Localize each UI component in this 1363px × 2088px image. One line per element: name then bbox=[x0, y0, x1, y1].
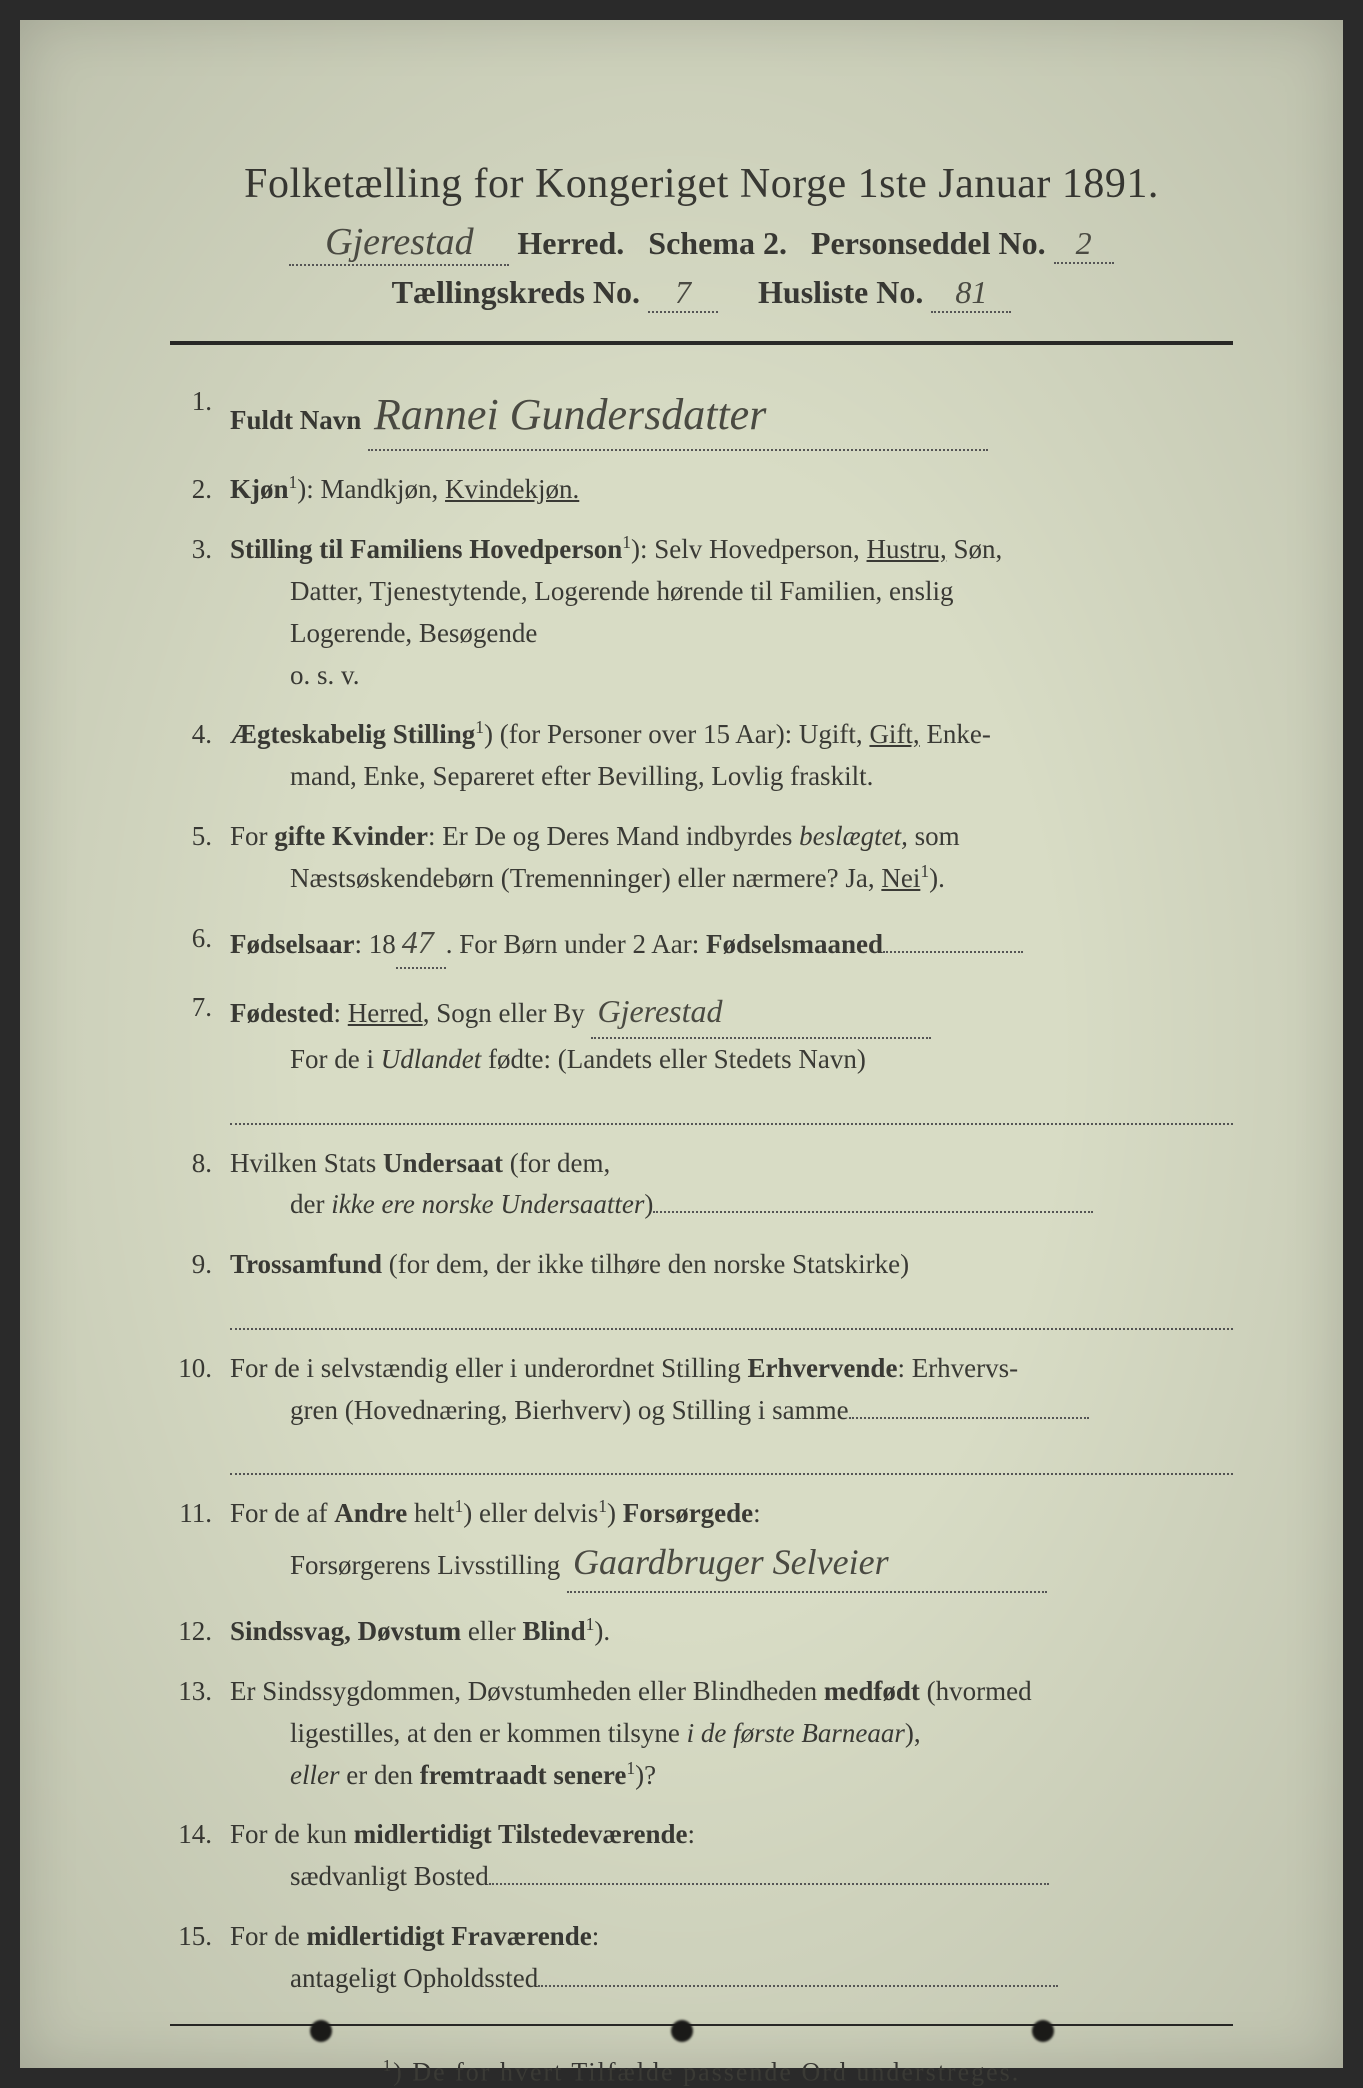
label-fodested: Fødested bbox=[230, 998, 334, 1028]
item-5: 5. For gifte Kvinder: Er De og Deres Man… bbox=[170, 816, 1233, 900]
header-title: Folketælling for Kongeriget Norge 1ste J… bbox=[170, 160, 1233, 208]
label-aegteskab: Ægteskabelig Stilling bbox=[230, 719, 475, 749]
item-num: 6. bbox=[170, 918, 230, 970]
item-1: 1. Fuldt Navn Rannei Gundersdatter bbox=[170, 381, 1233, 451]
label-kjon: Kjøn bbox=[230, 474, 289, 504]
item-num: 10. bbox=[170, 1348, 230, 1475]
taellingskreds-no: 7 bbox=[648, 274, 718, 313]
label-trossamfund: Trossamfund bbox=[230, 1249, 382, 1279]
ink-dot bbox=[1032, 2020, 1054, 2042]
item-11: 11. For de af Andre helt1) eller delvis1… bbox=[170, 1493, 1233, 1593]
item-3: 3. Stilling til Familiens Hovedperson1):… bbox=[170, 529, 1233, 696]
taellingskreds-label: Tællingskreds No. bbox=[392, 274, 640, 310]
item-10: 10. For de i selvstændig eller i underor… bbox=[170, 1348, 1233, 1475]
item-4: 4. Ægteskabelig Stilling1) (for Personer… bbox=[170, 714, 1233, 798]
dotted-line bbox=[230, 1438, 1233, 1476]
item-num: 15. bbox=[170, 1916, 230, 2000]
label-fuldt-navn: Fuldt Navn bbox=[230, 405, 361, 435]
herred-handwritten: Gjerestad bbox=[289, 220, 509, 266]
item-num: 2. bbox=[170, 469, 230, 511]
item-num: 12. bbox=[170, 1611, 230, 1653]
item-num: 5. bbox=[170, 816, 230, 900]
label-fodselsaar: Fødselsaar bbox=[230, 929, 355, 959]
census-form-page: Folketælling for Kongeriget Norge 1ste J… bbox=[20, 20, 1343, 2068]
item-14: 14. For de kun midlertidigt Tilstedevære… bbox=[170, 1814, 1233, 1898]
footnote: 1) De for hvert Tilfælde passende Ord un… bbox=[170, 2056, 1233, 2088]
herred-label: Herred. bbox=[517, 225, 624, 261]
header-line-3: Tællingskreds No. 7 Husliste No. 81 bbox=[170, 274, 1233, 313]
item-15: 15. For de midlertidigt Fraværende: anta… bbox=[170, 1916, 1233, 2000]
item-num: 3. bbox=[170, 529, 230, 696]
item-12: 12. Sindssvag, Døvstum eller Blind1). bbox=[170, 1611, 1233, 1653]
personseddel-label: Personseddel No. bbox=[811, 225, 1046, 261]
value-name: Rannei Gundersdatter bbox=[368, 381, 988, 451]
value-gift: Gift, bbox=[869, 719, 919, 749]
label-stilling: Stilling til Familiens Hovedperson bbox=[230, 534, 622, 564]
dotted-line bbox=[230, 1292, 1233, 1330]
husliste-no: 81 bbox=[931, 274, 1011, 313]
husliste-label: Husliste No. bbox=[758, 274, 923, 310]
item-2: 2. Kjøn1): Mandkjøn, Kvindekjøn. bbox=[170, 469, 1233, 511]
item-num: 9. bbox=[170, 1244, 230, 1330]
label-sindssvag: Sindssvag, Døvstum bbox=[230, 1616, 461, 1646]
value-fodested: Gjerestad bbox=[591, 987, 931, 1039]
item-num: 13. bbox=[170, 1671, 230, 1797]
ink-dot bbox=[671, 2020, 693, 2042]
personseddel-no: 2 bbox=[1054, 225, 1114, 264]
value-hustru: Hustru, bbox=[867, 534, 947, 564]
value-nei: Nei bbox=[881, 863, 920, 893]
dotted-line bbox=[230, 1087, 1233, 1125]
ink-blots bbox=[20, 2020, 1343, 2042]
item-8: 8. Hvilken Stats Undersaat (for dem, der… bbox=[170, 1143, 1233, 1227]
top-divider bbox=[170, 341, 1233, 345]
item-num: 8. bbox=[170, 1143, 230, 1227]
item-6: 6. Fødselsaar: 1847. For Børn under 2 Aa… bbox=[170, 918, 1233, 970]
schema-label: Schema 2. bbox=[648, 225, 787, 261]
value-livsstilling: Gaardbruger Selveier bbox=[567, 1535, 1047, 1593]
form-list: 1. Fuldt Navn Rannei Gundersdatter 2. Kj… bbox=[170, 381, 1233, 2000]
item-num: 14. bbox=[170, 1814, 230, 1898]
item-9: 9. Trossamfund (for dem, der ikke tilhør… bbox=[170, 1244, 1233, 1330]
item-13: 13. Er Sindssygdommen, Døvstumheden elle… bbox=[170, 1671, 1233, 1797]
item-num: 4. bbox=[170, 714, 230, 798]
value-kvindekjon: Kvindekjøn. bbox=[445, 474, 579, 504]
item-7: 7. Fødested: Herred, Sogn eller By Gjere… bbox=[170, 987, 1233, 1124]
item-num: 11. bbox=[170, 1493, 230, 1593]
ink-dot bbox=[310, 2020, 332, 2042]
header-line-2: Gjerestad Herred. Schema 2. Personseddel… bbox=[170, 220, 1233, 266]
item-num: 1. bbox=[170, 381, 230, 451]
item-num: 7. bbox=[170, 987, 230, 1124]
value-year: 47 bbox=[396, 918, 446, 970]
